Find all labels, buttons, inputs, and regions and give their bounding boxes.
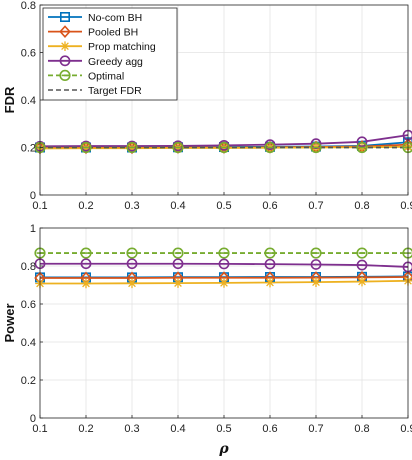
y-tick-label: 0.2 — [21, 375, 36, 387]
data-point-optimal — [310, 247, 322, 259]
fdr-series — [34, 129, 412, 155]
x-tick-label: 0.8 — [354, 423, 369, 435]
data-point-optimal — [126, 141, 138, 154]
legend: No-com BH Pooled BH Prop matching Greedy ag… — [42, 7, 178, 101]
x-tick-label: 0.4 — [170, 200, 185, 212]
x-tick-label: 0.1 — [32, 423, 47, 435]
fdr-ticks: 0.1 0.2 0.3 0.4 0.5 0.6 0.7 0.8 0.9 0 0.2 0.4 0.6 0.8 — [21, 0, 412, 212]
power-ticks: 0.1 0.2 0.3 0.4 0.5 0.6 0.7 0.8 0.9 0 0.2 0.4 0.6 0.8… — [21, 223, 412, 435]
legend-marker — [59, 25, 71, 38]
data-point-optimal — [264, 247, 276, 259]
x-tick-label: 0.5 — [216, 200, 231, 212]
legend-label: Greedy agg — [88, 56, 143, 68]
legend-marker — [59, 55, 71, 67]
legend-entry-prop-matching: Prop matching — [48, 41, 156, 53]
legend-label: Optimal — [88, 70, 124, 82]
fdr-y-axis-label: FDR — [2, 86, 17, 113]
x-tick-label: 0.7 — [308, 423, 323, 435]
data-point-prop-matching — [219, 278, 229, 288]
data-point-optimal — [172, 247, 184, 259]
legend-marker — [60, 41, 70, 51]
fdr-panel: 0.1 0.2 0.3 0.4 0.5 0.6 0.7 0.8 0.9 0 0.2 0.4 0.6 0.8… — [2, 0, 412, 212]
x-tick-label: 0.5 — [216, 423, 231, 435]
y-tick-label: 0.4 — [21, 337, 36, 349]
data-point-optimal — [218, 247, 230, 259]
x-tick-label: 0.7 — [308, 200, 323, 212]
legend-entry-optimal: Optimal — [48, 69, 124, 82]
series-line-greedy-agg — [40, 262, 409, 268]
x-tick-label: 0.2 — [78, 200, 93, 212]
legend-entry-no-com-bh: No-com BH — [48, 12, 142, 24]
y-tick-label: 0.8 — [21, 261, 36, 273]
data-point-greedy-agg — [356, 136, 368, 148]
legend-entries: No-com BH Pooled BH Prop matching Greedy ag… — [48, 12, 156, 97]
legend-entry-target-fdr: Target FDR — [48, 85, 142, 97]
legend-label: Pooled BH — [88, 27, 138, 39]
x-tick-label: 0.1 — [32, 200, 47, 212]
x-tick-label: 0.6 — [262, 200, 277, 212]
y-tick-label: 0.4 — [21, 95, 36, 107]
data-point-prop-matching — [311, 277, 321, 287]
x-tick-label: 0.6 — [262, 423, 277, 435]
x-tick-label: 0.8 — [354, 200, 369, 212]
data-point-optimal — [356, 141, 368, 154]
x-tick-label: 0.2 — [78, 423, 93, 435]
x-tick-label: 0.9 — [400, 423, 412, 435]
legend-marker — [59, 69, 71, 81]
data-point-optimal — [172, 141, 184, 154]
data-point-optimal — [126, 247, 138, 259]
legend-label: Target FDR — [88, 85, 142, 97]
legend-box — [42, 7, 178, 101]
x-tick-label: 0.9 — [400, 200, 412, 212]
y-tick-label: 0.6 — [21, 48, 36, 60]
data-point-greedy-agg — [310, 259, 322, 270]
data-point-prop-matching — [127, 278, 137, 289]
y-tick-label: 0.6 — [21, 299, 36, 311]
data-point-greedy-agg — [218, 258, 230, 270]
data-point-optimal — [218, 141, 230, 154]
data-point-greedy-agg — [264, 258, 276, 270]
legend-label: Prop matching — [88, 41, 156, 53]
data-point-prop-matching — [357, 276, 367, 287]
data-point-prop-matching — [173, 278, 183, 288]
data-point-optimal — [80, 141, 92, 154]
data-point-optimal — [264, 141, 276, 154]
series-line-pooled-bh — [40, 276, 409, 279]
legend-entry-pooled-bh: Pooled BH — [48, 25, 138, 39]
data-point-prop-matching — [265, 277, 275, 288]
y-tick-label: 0 — [30, 413, 36, 425]
y-tick-label: 0 — [30, 190, 36, 202]
data-point-greedy-agg — [126, 258, 138, 270]
data-point-optimal — [80, 247, 92, 259]
data-point-optimal — [356, 247, 368, 259]
y-tick-label: 0.8 — [21, 0, 36, 12]
legend-label: No-com BH — [88, 12, 142, 24]
legend-marker — [59, 12, 70, 22]
data-point-greedy-agg — [356, 259, 368, 271]
x-tick-label: 0.4 — [170, 423, 185, 435]
legend-entry-greedy-agg: Greedy agg — [48, 55, 143, 68]
y-tick-label: 0.2 — [21, 143, 36, 155]
data-point-greedy-agg — [80, 258, 92, 270]
power-y-axis-label: Power — [2, 303, 17, 342]
x-tick-label: 0.3 — [124, 200, 139, 212]
data-point-optimal — [310, 141, 322, 154]
y-tick-label: 1 — [30, 223, 36, 235]
data-point-greedy-agg — [172, 258, 184, 270]
power-panel: 0.1 0.2 0.3 0.4 0.5 0.6 0.7 0.8 0.9 0 0.2 0.4 0.6 0.8… — [2, 223, 412, 457]
data-point-prop-matching — [81, 278, 91, 289]
x-tick-label: 0.3 — [124, 423, 139, 435]
power-x-axis-label: ρ — [218, 441, 229, 457]
